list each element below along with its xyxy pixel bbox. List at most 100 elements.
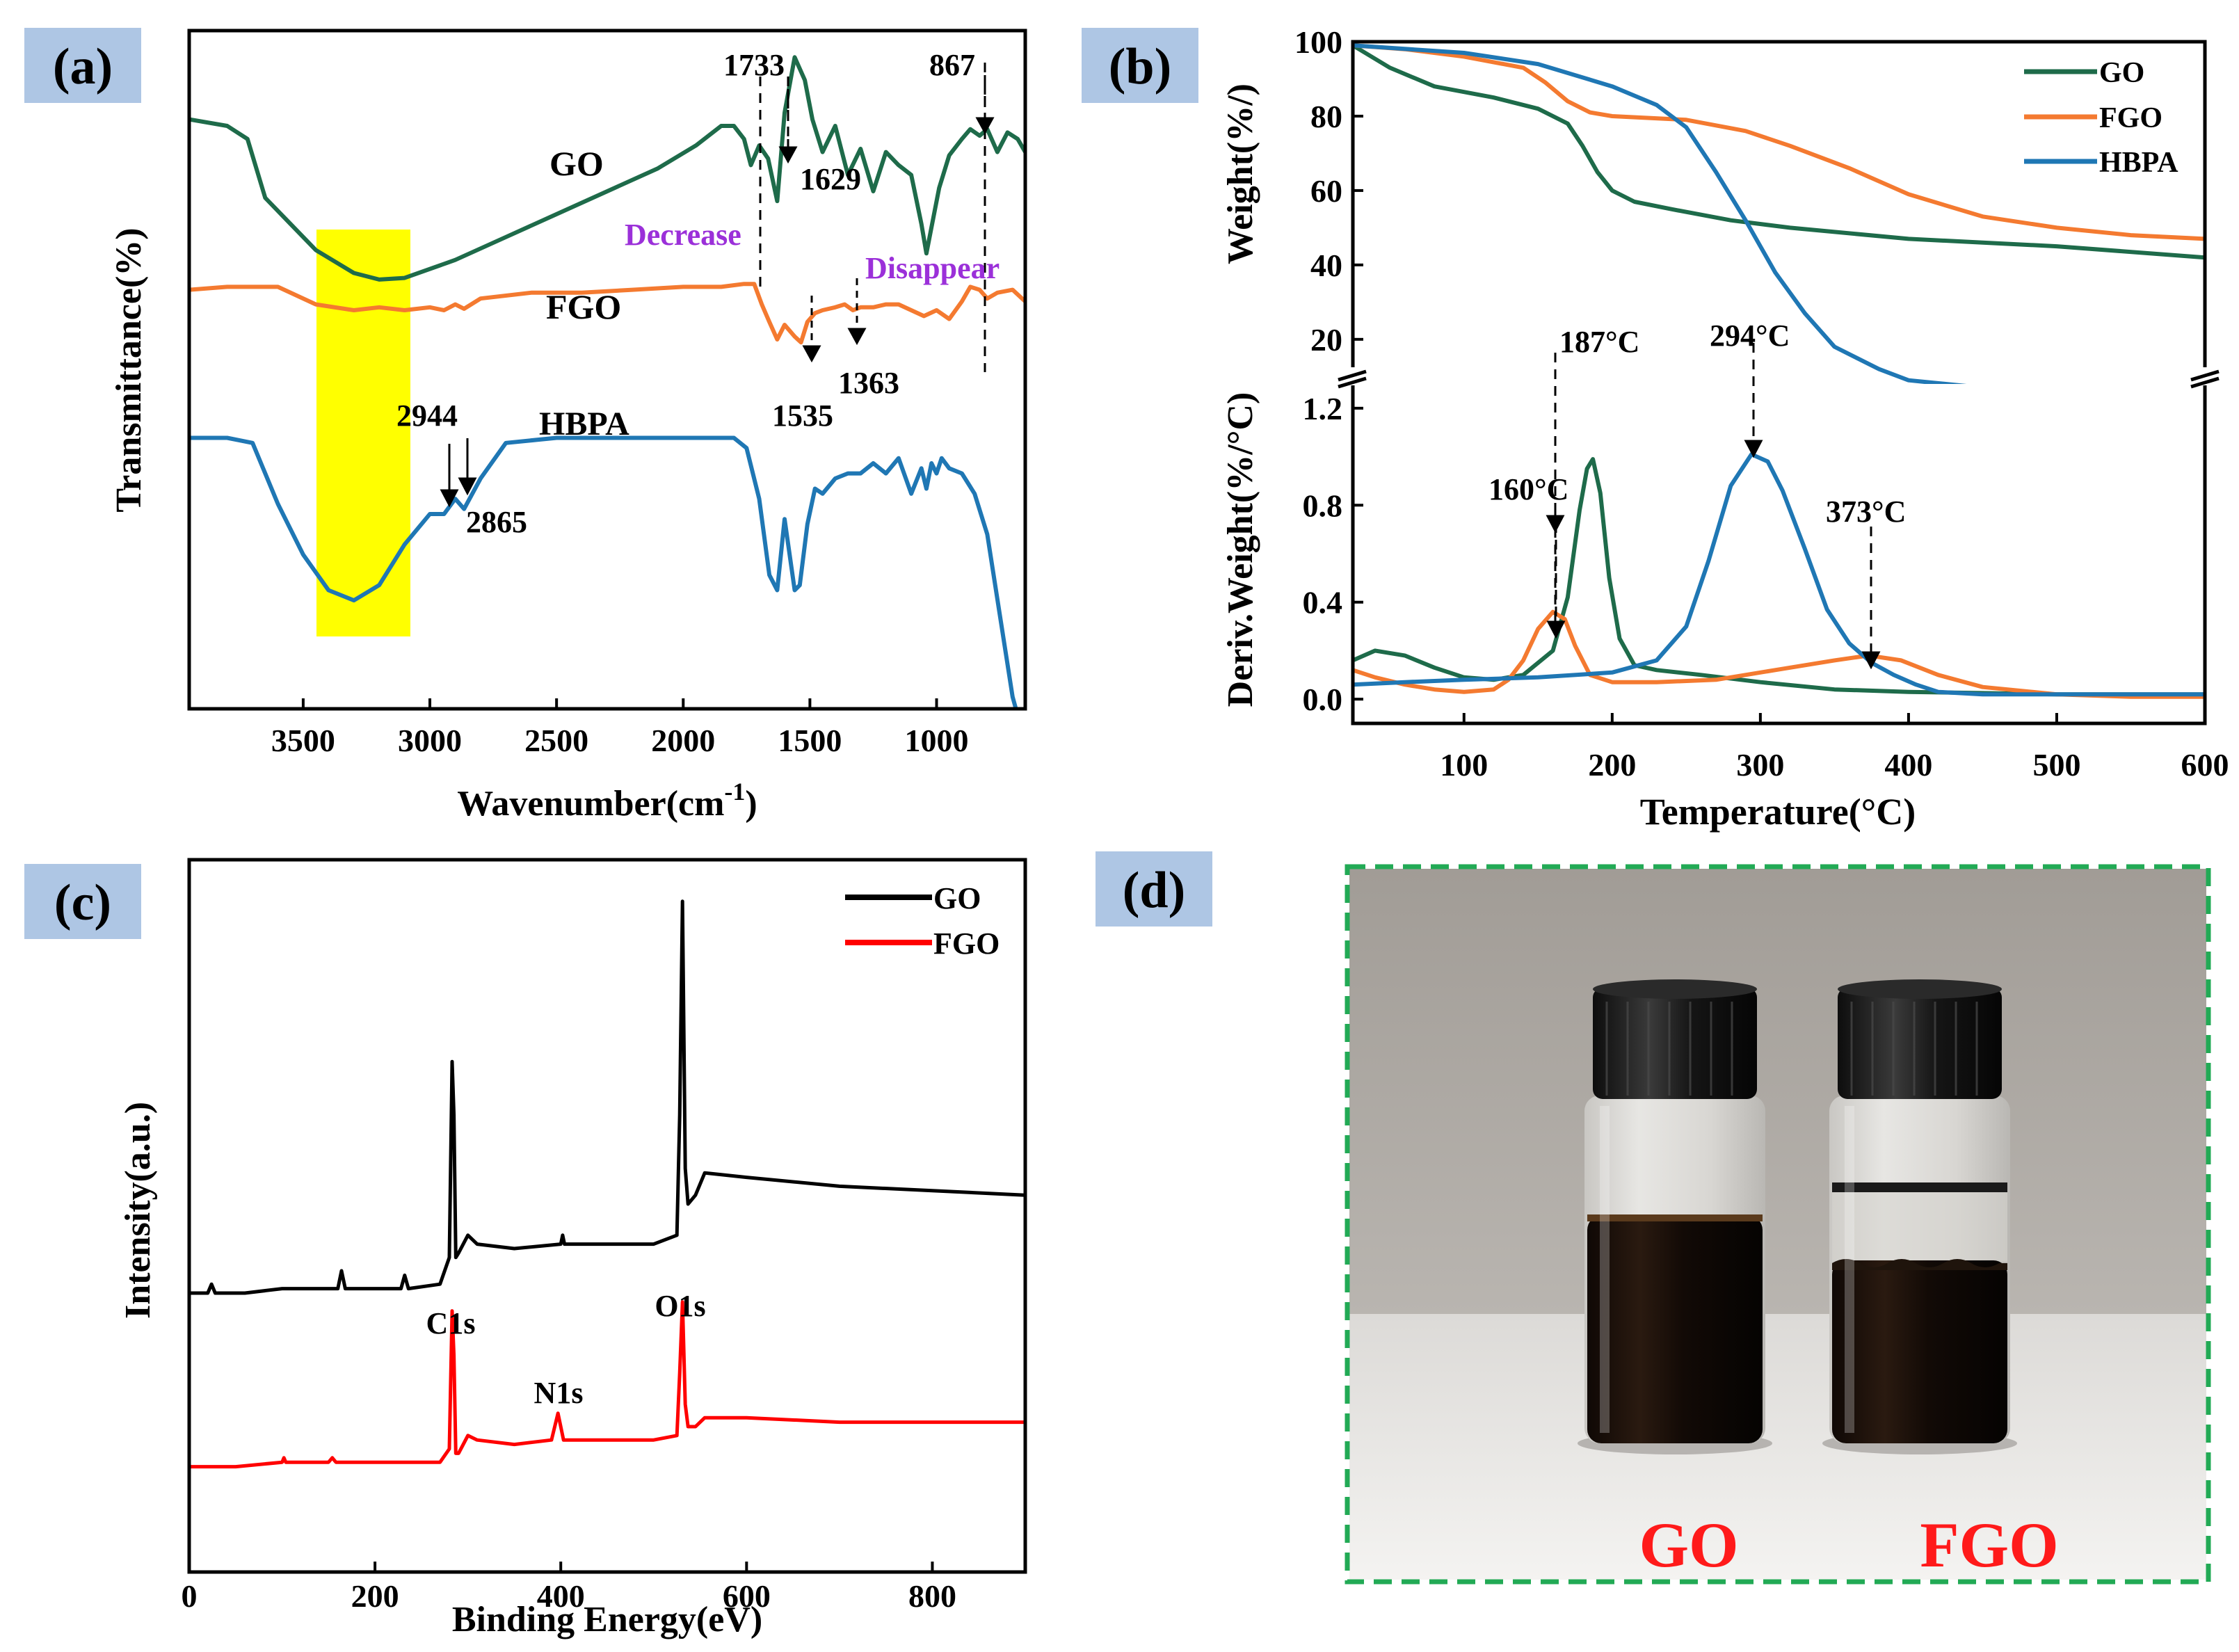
- peak-label-1363: 1363: [838, 366, 899, 400]
- legend-label-go: GO: [2099, 57, 2144, 89]
- dtg-line-hbpa: [1353, 452, 2205, 697]
- x-tick-label-3000: 3000: [398, 723, 462, 758]
- panel-a-x-axis-title-sup: -1: [724, 778, 745, 805]
- panel-b-top-y-ticks: 20 40 60 80 100: [1294, 24, 1363, 358]
- tga-line-fgo: [1353, 43, 2205, 241]
- x-tick-label-3500: 3500: [271, 723, 335, 758]
- panel-d-tag: (d): [1096, 851, 1212, 927]
- photo-label-go: GO: [1639, 1509, 1738, 1580]
- panel-c-x-ticks: 0 200 400 600 800: [182, 1562, 956, 1614]
- annotation-decrease: Decrease: [625, 218, 741, 252]
- panel-a-x-ticks: 3500 3000 2500 2000 1500 1000: [271, 698, 969, 758]
- dtg-guide-160-real: [1546, 523, 1566, 639]
- panel-b-x-axis-title: Temperature(°C): [1640, 791, 1916, 833]
- c-x-tick-label-800: 800: [908, 1578, 956, 1614]
- xps-legend-label-fgo: FGO: [933, 927, 1000, 961]
- peak-label-2944: 2944: [396, 399, 458, 433]
- panel-c-plot-area: [189, 899, 1025, 1469]
- c-x-tick-label-0: 0: [182, 1578, 198, 1614]
- panel-b-top-y-axis-title: Weight(%/): [1221, 83, 1260, 264]
- series-line-fgo: [189, 282, 1025, 345]
- peak-label-1629: 1629: [800, 162, 861, 196]
- panel-a-x-axis-title-tail: ): [745, 784, 757, 824]
- panel-a-highlight-band: [316, 230, 410, 636]
- b-x-tick-label-300: 300: [1736, 747, 1784, 783]
- panel-d-tag-text: (d): [1123, 862, 1185, 919]
- tga-line-hbpa: [1353, 43, 1967, 384]
- panel-b-bottom-plot: [1353, 452, 2205, 699]
- panel-a-tag-text: (a): [53, 38, 113, 95]
- dtg-peak-label-160: 160°C: [1488, 472, 1568, 506]
- c-x-tick-label-600: 600: [723, 1578, 771, 1614]
- panel-a-tag: (a): [24, 28, 141, 103]
- panel-b-tga-chart: 20 40 60 80 100 0.0 0.4 0.8 1.2 100 200 300 400 500…: [1221, 24, 2229, 833]
- xps-peak-label-c1s: C1s: [426, 1306, 476, 1340]
- top-y-tick-label-100: 100: [1294, 24, 1342, 60]
- panel-b-tag: (b): [1082, 28, 1198, 103]
- series-label-go: GO: [549, 144, 604, 183]
- x-tick-label-1000: 1000: [905, 723, 969, 758]
- dtg-line-go: [1353, 457, 2205, 697]
- c-x-tick-label-400: 400: [537, 1578, 585, 1614]
- panel-c-x-axis-title: Binding Energy(eV): [452, 1600, 762, 1639]
- panel-a-x-axis-title: Wavenumber(cm-1): [457, 778, 757, 824]
- panel-b-top-plot: [1353, 43, 2205, 384]
- top-y-tick-label-20: 20: [1310, 322, 1342, 358]
- dtg-peak-label-294: 294°C: [1710, 319, 1790, 353]
- legend-label-fgo: FGO: [2099, 102, 2162, 134]
- tga-line-go: [1353, 43, 2205, 260]
- x-tick-label-1500: 1500: [778, 723, 842, 758]
- bottom-y-tick-label-1: 0.4: [1303, 585, 1343, 620]
- photo-wall: [1349, 869, 2206, 1314]
- c-x-tick-label-200: 200: [351, 1578, 399, 1614]
- b-x-tick-label-500: 500: [2032, 747, 2080, 783]
- axis-break-marks: [1337, 367, 2222, 389]
- panel-a-y-axis-title: Transmittance(%): [109, 227, 149, 512]
- top-y-tick-label-80: 80: [1310, 99, 1342, 134]
- legend-label-hbpa: HBPA: [2099, 147, 2178, 179]
- panel-c-legend: GO FGO: [845, 881, 1000, 961]
- b-x-tick-label-400: 400: [1884, 747, 1932, 783]
- peak-label-1535: 1535: [772, 399, 833, 433]
- panel-c-xps-chart: 0 200 400 600 800 GO FGO C1s N1s O1s Intensi…: [118, 858, 1027, 1639]
- panel-d-photo: GO FGO: [1345, 864, 2211, 1585]
- peak-label-2865: 2865: [466, 505, 527, 539]
- panel-a-x-axis-title-main: Wavenumber(cm: [457, 784, 724, 824]
- series-label-hbpa: HBPA: [539, 406, 629, 442]
- x-tick-label-2500: 2500: [524, 723, 588, 758]
- panel-c-tag: (c): [24, 864, 141, 939]
- panel-b-tag-text: (b): [1109, 38, 1171, 95]
- b-x-tick-label-100: 100: [1440, 747, 1488, 783]
- series-label-fgo: FGO: [546, 287, 621, 326]
- xps-legend-label-go: GO: [933, 881, 981, 915]
- x-tick-label-2000: 2000: [651, 723, 715, 758]
- panel-c-y-axis-title: Intensity(a.u.): [118, 1102, 158, 1319]
- annotation-disappear: Disappear: [865, 251, 1000, 285]
- xps-peak-label-n1s: N1s: [534, 1376, 584, 1410]
- series-line-go: [189, 55, 1025, 282]
- go-vial: [1578, 979, 1772, 1454]
- panel-b-x-ticks: 100 200 300 400 500 600: [1440, 713, 2229, 783]
- bottom-y-tick-label-2: 0.8: [1303, 488, 1343, 523]
- panel-b-bottom-y-axis-title: Deriv.Weight(%/°C): [1221, 392, 1260, 707]
- fgo-vial: [1822, 979, 2017, 1454]
- series-line-hbpa: [189, 435, 1018, 709]
- bottom-y-tick-label-3: 1.2: [1303, 391, 1343, 426]
- panel-b-bottom-y-ticks: 0.0 0.4 0.8 1.2: [1303, 391, 1363, 717]
- top-y-tick-label-40: 40: [1310, 248, 1342, 283]
- panel-c-tag-text: (c): [54, 874, 111, 931]
- peak-label-1733: 1733: [723, 48, 785, 82]
- photo-table: [1349, 1314, 2206, 1580]
- panel-c-axes-frame: [187, 858, 1027, 1574]
- panel-a-arrows: [440, 63, 995, 508]
- b-x-tick-label-200: 200: [1588, 747, 1636, 783]
- photo-border: [1345, 864, 2211, 1585]
- xps-line-fgo: [189, 1300, 1025, 1469]
- bottom-y-tick-label-0: 0.0: [1303, 682, 1343, 717]
- panel-a-plot-area: [189, 55, 1025, 709]
- panel-a-axes-frame: [187, 29, 1027, 711]
- panel-a-guides: [759, 63, 986, 372]
- b-x-tick-label-600: 600: [2181, 747, 2229, 783]
- xps-peak-label-o1s: O1s: [655, 1289, 705, 1323]
